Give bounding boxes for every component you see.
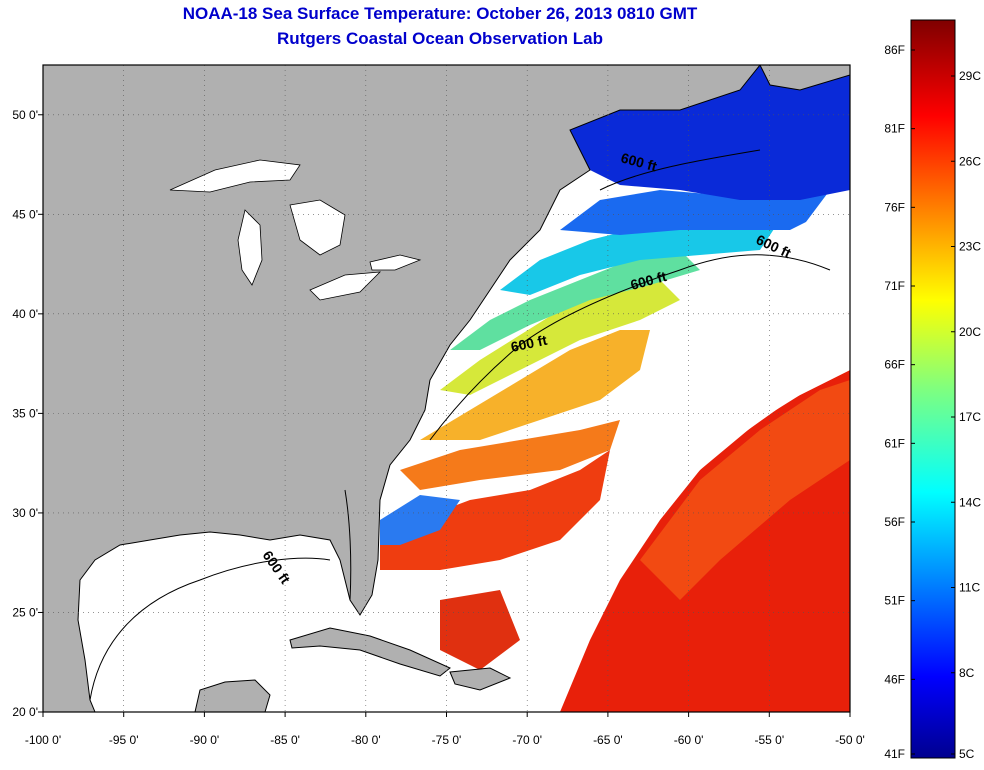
colorbar-f-label: 56F: [884, 515, 905, 529]
land: [43, 65, 850, 712]
y-tick-label: 30 0': [12, 506, 38, 520]
colorbar-f-label: 81F: [884, 122, 905, 136]
colorbar-f-label: 41F: [884, 747, 905, 761]
colorbar-f-label: 46F: [884, 672, 905, 686]
y-axis-ticks: 50 0' 45 0' 40 0' 35 0' 30 0' 25 0' 20 0': [12, 108, 43, 719]
x-tick-label: -90 0': [190, 733, 220, 747]
colorbar-c-label: 11C: [959, 581, 980, 595]
colorbar-c-label: 8C: [959, 666, 975, 680]
y-tick-label: 20 0': [12, 705, 38, 719]
x-tick-label: -95 0': [109, 733, 139, 747]
y-tick-label: 35 0': [12, 406, 38, 420]
colorbar-c-label: 20C: [959, 325, 981, 339]
colorbar-f-label: 76F: [884, 200, 905, 214]
colorbar-f-label: 51F: [884, 594, 905, 608]
x-tick-label: -50 0': [835, 733, 865, 747]
colorbar-c-label: 23C: [959, 240, 981, 254]
colorbar-f-label: 61F: [884, 436, 905, 450]
x-tick-label: -60 0': [674, 733, 704, 747]
map-area: [43, 65, 850, 712]
map-title: NOAA-18 Sea Surface Temperature: October…: [182, 4, 698, 23]
colorbar-f-label: 66F: [884, 358, 905, 372]
colorbar-gradient: [910, 19, 956, 759]
y-tick-label: 50 0': [12, 108, 38, 122]
x-tick-label: -80 0': [351, 733, 381, 747]
colorbar-c-label: 17C: [959, 410, 981, 424]
y-tick-label: 40 0': [12, 307, 38, 321]
x-tick-label: -70 0': [512, 733, 542, 747]
y-tick-label: 45 0': [12, 207, 38, 221]
great-lakes: [169, 159, 422, 301]
colorbar-c-label: 5C: [959, 747, 975, 761]
sst-warm-region: [380, 370, 850, 712]
colorbar-c-label: 29C: [959, 69, 981, 83]
x-tick-label: -75 0': [432, 733, 462, 747]
sst-mid-region: [420, 215, 780, 440]
colorbar-c-label: 26C: [959, 154, 981, 168]
x-tick-label: -65 0': [593, 733, 623, 747]
x-tick-label: -55 0': [754, 733, 784, 747]
isobath-label: 600 ft: [509, 332, 548, 355]
x-tick-label: -85 0': [270, 733, 300, 747]
map-subtitle: Rutgers Coastal Ocean Observation Lab: [277, 29, 603, 48]
colorbar-c-label: 14C: [959, 495, 981, 509]
colorbar-f-label: 86F: [884, 43, 905, 57]
x-axis-ticks: -100 0' -95 0' -90 0' -85 0' -80 0' -75 0' -70…: [25, 712, 865, 747]
colorbar: 86F 81F 76F 71F 66F 61F 56F 51F 46F 41F 29C 26C 23C…: [884, 19, 981, 761]
colorbar-f-label: 71F: [884, 279, 905, 293]
x-tick-label: -100 0': [25, 733, 61, 747]
y-tick-label: 25 0': [12, 605, 38, 619]
isobath-contours: [89, 149, 831, 701]
sst-cold-region: [380, 65, 850, 545]
